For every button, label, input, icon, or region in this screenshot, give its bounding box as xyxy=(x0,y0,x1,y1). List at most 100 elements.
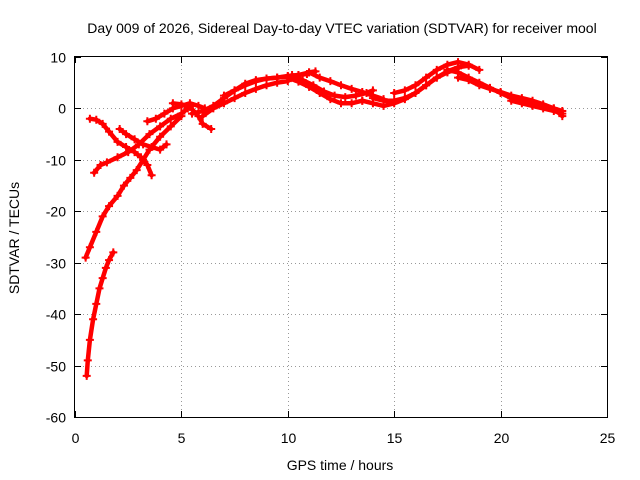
data-point xyxy=(119,181,128,190)
data-point xyxy=(102,158,111,167)
x-tick-label: 10 xyxy=(281,430,297,446)
data-point xyxy=(90,168,99,177)
data-point xyxy=(147,143,156,151)
data-point xyxy=(198,112,207,121)
data-point xyxy=(475,81,484,90)
data-point xyxy=(358,87,367,96)
data-point xyxy=(130,148,139,157)
data-point xyxy=(207,125,216,133)
data-point xyxy=(517,99,526,108)
axes-frame xyxy=(74,56,608,418)
data-point xyxy=(105,256,114,265)
data-point xyxy=(185,102,194,111)
data-point xyxy=(143,117,152,126)
data-point xyxy=(347,99,356,108)
data-point xyxy=(145,130,154,139)
data-point xyxy=(283,73,292,82)
data-point xyxy=(558,109,567,118)
data-point xyxy=(432,73,441,82)
data-point xyxy=(507,96,516,105)
data-point xyxy=(209,104,218,113)
data-point xyxy=(298,76,307,85)
x-tick-label: 20 xyxy=(494,430,510,446)
data-point xyxy=(400,94,409,103)
data-point xyxy=(390,96,399,105)
data-point xyxy=(379,96,388,105)
series-line-arc-b xyxy=(83,113,184,260)
data-point xyxy=(85,335,94,344)
data-point xyxy=(113,191,122,200)
y-tick-label: 10 xyxy=(50,50,66,66)
x-axis-label: GPS time / hours xyxy=(287,457,394,473)
data-point xyxy=(136,153,145,162)
data-point xyxy=(113,153,122,162)
data-point xyxy=(130,135,139,144)
data-point xyxy=(85,114,94,123)
data-point xyxy=(309,81,318,90)
data-point xyxy=(496,87,505,96)
data-point xyxy=(105,127,114,136)
axis-ticks: 0 5 10 15 20 25 10 0 -10 -20 -30 -40 -50 -60 xyxy=(46,50,616,447)
data-point xyxy=(411,89,420,97)
data-point xyxy=(422,73,431,82)
data-point xyxy=(368,94,377,103)
data-point xyxy=(528,101,537,110)
data-point xyxy=(454,58,463,67)
data-point xyxy=(156,122,165,131)
data-point xyxy=(126,173,135,182)
data-point xyxy=(230,86,239,95)
data-point xyxy=(151,114,160,123)
data-point xyxy=(122,130,131,139)
data-point xyxy=(241,89,250,97)
data-point xyxy=(82,371,91,380)
data-point xyxy=(422,81,431,90)
y-tick-label: -50 xyxy=(46,359,66,375)
data-point xyxy=(219,91,228,100)
data-point xyxy=(168,99,177,108)
grid-lines xyxy=(75,57,607,417)
data-point xyxy=(166,122,175,131)
data-point xyxy=(98,274,107,283)
data-point xyxy=(98,119,107,128)
data-point xyxy=(85,243,94,252)
data-point xyxy=(89,315,98,324)
data-point xyxy=(549,107,558,115)
data-point xyxy=(156,132,165,141)
plot-area xyxy=(81,58,567,380)
data-point xyxy=(464,60,473,69)
data-point xyxy=(139,140,148,149)
data-point xyxy=(113,137,122,146)
data-point xyxy=(251,84,260,93)
data-point xyxy=(262,81,271,90)
x-tick-label: 25 xyxy=(600,430,616,446)
data-point xyxy=(98,212,107,221)
data-point xyxy=(96,161,105,169)
data-point xyxy=(92,227,101,236)
data-point xyxy=(156,145,165,154)
data-point xyxy=(92,299,101,308)
data-point xyxy=(143,161,152,169)
data-point xyxy=(101,263,110,272)
data-point xyxy=(432,65,441,74)
data-point xyxy=(251,77,260,86)
data-point xyxy=(230,94,239,103)
y-tick-label: -60 xyxy=(46,410,66,426)
data-point xyxy=(162,140,171,149)
data-point xyxy=(81,253,90,262)
y-axis-label: SDTVAR / TECUs xyxy=(6,182,22,294)
data-point xyxy=(132,166,141,175)
x-tick-label: 0 xyxy=(72,430,80,446)
data-point xyxy=(315,73,324,82)
y-tick-label: -20 xyxy=(46,204,66,220)
x-tick-label: 15 xyxy=(387,430,403,446)
y-tick-label: -40 xyxy=(46,307,66,323)
data-point xyxy=(400,86,409,95)
data-point xyxy=(83,356,92,365)
chart-title: Day 009 of 2026, Sidereal Day-to-day VTE… xyxy=(87,20,596,36)
data-point xyxy=(326,95,335,104)
x-tick-label: 5 xyxy=(178,430,186,446)
data-point xyxy=(288,71,297,79)
data-point xyxy=(358,96,367,105)
data-point xyxy=(122,143,131,151)
